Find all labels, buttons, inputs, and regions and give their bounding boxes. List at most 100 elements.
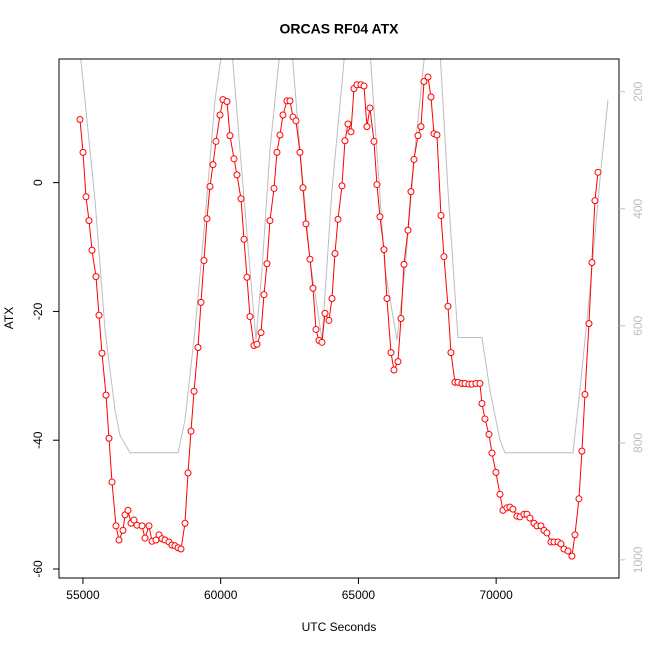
data-point xyxy=(309,284,317,292)
data-point xyxy=(509,505,517,513)
data-point xyxy=(138,522,146,530)
y-tick-label: 0 xyxy=(31,179,45,186)
data-point xyxy=(95,311,103,319)
data-point xyxy=(223,97,231,105)
y2-tick-label: 800 xyxy=(631,433,645,453)
data-point xyxy=(79,148,87,156)
data-point xyxy=(82,193,90,201)
data-point xyxy=(476,380,484,388)
data-point xyxy=(130,516,138,524)
data-point xyxy=(427,93,435,101)
data-point xyxy=(578,447,586,455)
x-tick-label: 55000 xyxy=(66,588,100,602)
y-axis-label: ATX xyxy=(2,307,16,329)
data-point xyxy=(366,104,374,112)
y-tick-label: -20 xyxy=(31,302,45,320)
data-point xyxy=(394,358,402,366)
data-point xyxy=(376,213,384,221)
data-point xyxy=(390,366,398,374)
data-point xyxy=(433,131,441,139)
data-point xyxy=(88,246,96,254)
data-point xyxy=(373,181,381,189)
data-point xyxy=(216,111,224,119)
data-point xyxy=(145,522,153,530)
data-point xyxy=(383,295,391,303)
plot-frame xyxy=(58,58,620,579)
data-point xyxy=(370,137,378,145)
y2-tick-label: 400 xyxy=(631,198,645,218)
data-point xyxy=(347,128,355,136)
data-point xyxy=(105,434,113,442)
data-point xyxy=(190,387,198,395)
data-point xyxy=(246,313,254,321)
data-point xyxy=(338,182,346,190)
y2-tick-label: 600 xyxy=(631,315,645,335)
x-tick-label: 60000 xyxy=(204,588,238,602)
data-point xyxy=(575,495,583,503)
x-axis-label: UTC Seconds xyxy=(302,620,377,634)
data-point xyxy=(496,490,504,498)
data-point xyxy=(571,531,579,539)
data-point xyxy=(273,148,281,156)
data-point xyxy=(253,340,261,348)
data-point xyxy=(243,273,251,281)
data-point xyxy=(594,168,602,176)
y-tick-label: -60 xyxy=(31,560,45,578)
data-point xyxy=(318,338,326,346)
data-point xyxy=(588,258,596,266)
data-point xyxy=(387,349,395,357)
data-point xyxy=(112,522,120,530)
data-point xyxy=(543,529,551,537)
data-point xyxy=(292,117,300,125)
data-point xyxy=(257,329,265,337)
data-point xyxy=(240,235,248,243)
data-point xyxy=(194,343,202,351)
data-point xyxy=(299,184,307,192)
data-point xyxy=(203,215,211,223)
data-point xyxy=(440,253,448,261)
data-point xyxy=(85,217,93,225)
data-point xyxy=(321,309,329,317)
data-point xyxy=(481,415,489,423)
y-tick-label: -40 xyxy=(31,431,45,449)
data-point xyxy=(407,188,415,196)
data-point xyxy=(296,148,304,156)
data-point xyxy=(568,552,576,560)
data-point xyxy=(200,257,208,265)
data-point xyxy=(360,82,368,90)
data-point xyxy=(115,536,123,544)
data-point xyxy=(141,534,149,542)
data-point xyxy=(177,545,185,553)
data-point xyxy=(414,132,422,140)
x-tick-label: 70000 xyxy=(479,588,513,602)
data-point xyxy=(526,514,534,522)
data-point xyxy=(197,298,205,306)
data-point xyxy=(237,195,245,203)
x-tick-label: 65000 xyxy=(342,588,376,602)
data-point xyxy=(76,116,84,124)
data-point xyxy=(266,217,274,225)
data-point xyxy=(404,226,412,234)
data-point xyxy=(187,427,195,435)
data-point xyxy=(270,184,278,192)
data-point xyxy=(485,430,493,438)
data-point xyxy=(119,526,127,534)
data-point xyxy=(344,120,352,128)
data-point xyxy=(276,131,284,139)
data-point xyxy=(341,137,349,145)
data-point xyxy=(209,161,217,169)
data-point xyxy=(410,155,418,163)
chart-title: ORCAS RF04 ATX xyxy=(279,21,399,37)
data-point xyxy=(233,171,241,179)
data-point xyxy=(181,519,189,527)
data-point xyxy=(230,155,238,163)
data-point xyxy=(363,123,371,131)
data-point xyxy=(417,123,425,131)
data-point xyxy=(92,273,100,281)
data-point xyxy=(328,295,336,303)
data-point xyxy=(400,260,408,268)
data-point xyxy=(286,97,294,105)
data-point xyxy=(226,132,234,140)
